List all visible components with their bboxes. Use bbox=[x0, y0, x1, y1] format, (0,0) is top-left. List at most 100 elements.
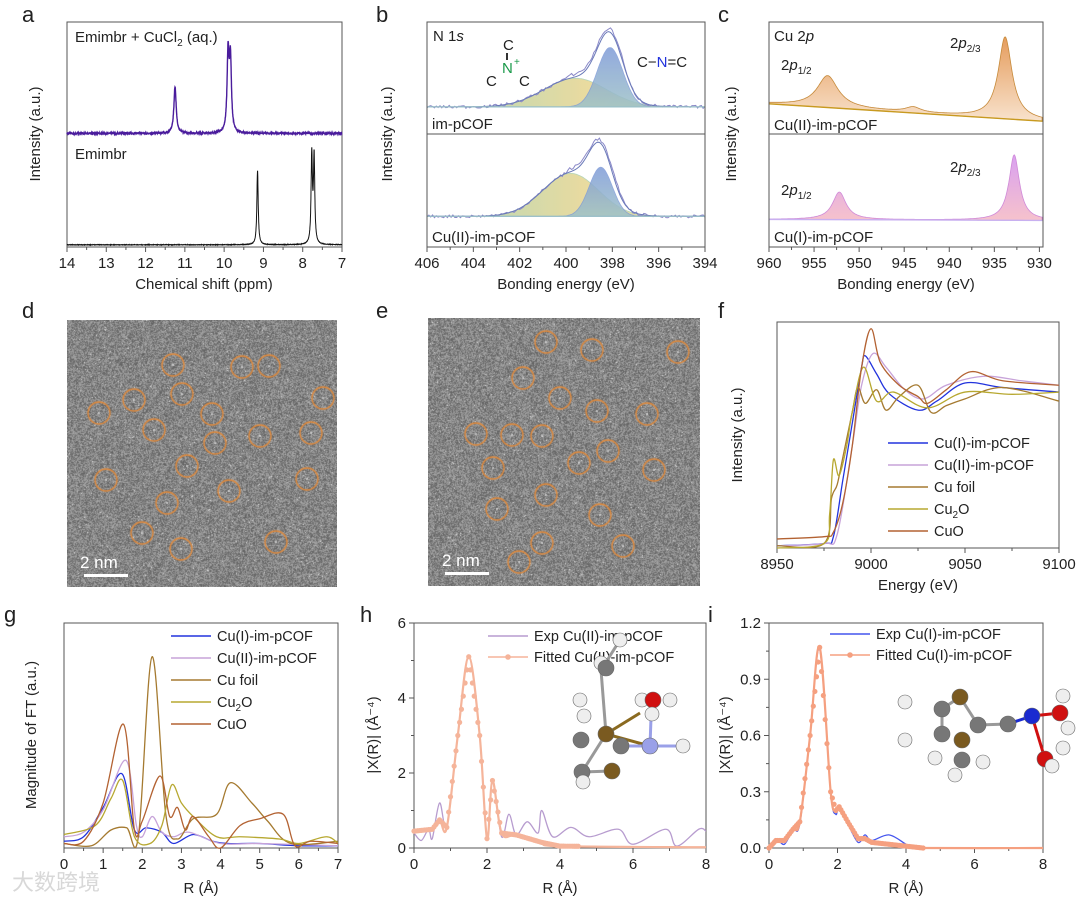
atom-c bbox=[953, 751, 971, 769]
x-tick-label-b: 400 bbox=[553, 255, 578, 272]
fit-marker bbox=[478, 758, 485, 764]
atom-h bbox=[1044, 758, 1060, 774]
series-line-cu-ii-im-pcof bbox=[776, 352, 1060, 547]
series-label-emimbr-cucl2: Emimbr + CuCl2 (aq.) bbox=[75, 29, 218, 49]
legend-label: Cu(II)-im-pCOF bbox=[217, 651, 317, 667]
cu2p-baseline bbox=[768, 103, 1044, 122]
x-axis-label-g: R (Å) bbox=[184, 880, 219, 897]
fit-marker bbox=[453, 748, 459, 754]
atom-h bbox=[1060, 720, 1076, 736]
cu2p-baseline bbox=[768, 218, 1044, 222]
x-tick-label-g: 0 bbox=[60, 856, 68, 873]
fit-marker bbox=[824, 741, 830, 747]
fit-marker bbox=[455, 732, 461, 739]
x-tick-label-b: 404 bbox=[461, 255, 486, 272]
plot-frame-f bbox=[776, 321, 1060, 549]
panel-label-a: a bbox=[22, 2, 35, 27]
panel-label-i: i bbox=[708, 602, 713, 627]
fit-marker bbox=[818, 668, 825, 675]
legend-label: Cu2O bbox=[934, 502, 969, 521]
y-axis-label-h: |X(R)| (Å⁻⁴) bbox=[365, 696, 382, 773]
plot-frame-c bbox=[768, 21, 1044, 248]
fit-marker bbox=[486, 816, 492, 822]
fit-marker bbox=[831, 801, 837, 807]
atom-c bbox=[933, 700, 951, 718]
x-tick-label-g: 6 bbox=[295, 856, 303, 873]
y-tick-label-i: 0.9 bbox=[740, 671, 761, 688]
fit-marker bbox=[812, 688, 818, 695]
svg-text:C: C bbox=[503, 37, 514, 54]
series-line-cu2o bbox=[63, 778, 339, 846]
fit-marker bbox=[804, 761, 810, 767]
y-tick-label-i: 1.2 bbox=[740, 615, 761, 632]
x-axis-label-a: Chemical shift (ppm) bbox=[135, 276, 273, 293]
atom-h bbox=[975, 754, 991, 770]
series-line-fitted-cu-i-im-pcof bbox=[768, 645, 1044, 850]
fit-component-c-n-plus bbox=[426, 77, 706, 108]
panel-label-d: d bbox=[22, 298, 34, 323]
x-tick-label-h: 8 bbox=[702, 856, 710, 873]
fit-marker bbox=[807, 732, 813, 739]
fit-marker bbox=[477, 732, 483, 739]
y-tick-label-i: 0.6 bbox=[740, 728, 761, 745]
subplot-label-im-pcof: im-pCOF bbox=[432, 116, 493, 133]
x-tick-label-b: 394 bbox=[692, 255, 717, 272]
y-axis-label-c: Intensity (a.u.) bbox=[723, 86, 740, 181]
fit-marker bbox=[462, 680, 468, 686]
cu2p-spectrum-cu1 bbox=[768, 154, 1043, 221]
x-tick-label-a: 7 bbox=[338, 255, 346, 272]
atom-h bbox=[576, 708, 592, 724]
x-tick-label-f: 9050 bbox=[948, 556, 981, 573]
x-tick-label-h: 2 bbox=[483, 856, 491, 873]
y-tick-label-h: 6 bbox=[398, 615, 406, 632]
legend-label: Exp Cu(II)-im-pCOF bbox=[534, 629, 663, 645]
x-tick-label-c: 945 bbox=[892, 255, 917, 272]
stem-micrograph-d bbox=[67, 320, 337, 587]
x-tick-label-c: 935 bbox=[982, 255, 1007, 272]
fit-marker bbox=[482, 810, 488, 816]
svg-text:N: N bbox=[502, 60, 513, 77]
nmr-spectrum-emimbr-cucl2 bbox=[66, 40, 343, 137]
series-line-cuo bbox=[63, 723, 339, 849]
atom-h bbox=[612, 632, 628, 648]
legend-label: Cu(I)-im-pCOF bbox=[217, 629, 313, 645]
x-axis-label-b: Bonding energy (eV) bbox=[497, 276, 635, 293]
x-tick-label-c: 955 bbox=[802, 255, 827, 272]
x-tick-label-g: 4 bbox=[216, 856, 224, 873]
atom-n bbox=[603, 762, 621, 780]
fit-marker bbox=[467, 667, 474, 673]
molecule-model-cu1 bbox=[897, 688, 1076, 783]
x-tick-label-a: 10 bbox=[216, 255, 233, 272]
x-axis-label-c: Bonding energy (eV) bbox=[837, 276, 975, 293]
subplot-label-cu1-im-pcof-c: Cu(I)-im-pCOF bbox=[774, 229, 873, 246]
x-tick-label-c: 950 bbox=[847, 255, 872, 272]
fit-marker bbox=[473, 706, 479, 712]
panel-label-b: b bbox=[376, 2, 388, 27]
x-tick-label-f: 8950 bbox=[760, 556, 793, 573]
atom-c bbox=[572, 731, 590, 749]
series-line-cuo bbox=[776, 328, 1060, 540]
fit-marker bbox=[920, 845, 926, 851]
x-axis-label-h: R (Å) bbox=[543, 880, 578, 897]
atom-h bbox=[644, 706, 660, 722]
fit-component-c-n-plus bbox=[426, 173, 706, 217]
fit-marker bbox=[471, 693, 477, 699]
x-tick-label-f: 9100 bbox=[1042, 556, 1075, 573]
legend-label: CuO bbox=[217, 717, 247, 733]
atom-h bbox=[1055, 740, 1071, 756]
peak-label-2p23-bottom: 2p2/3 bbox=[950, 159, 981, 179]
fit-marker bbox=[447, 794, 454, 800]
fit-marker bbox=[469, 680, 475, 686]
atom-nb bbox=[1023, 707, 1041, 725]
atom-c bbox=[933, 725, 951, 743]
x-tick-label-a: 13 bbox=[98, 255, 115, 272]
y-axis-label-a: Intensity (a.u.) bbox=[27, 86, 44, 181]
x-tick-label-a: 9 bbox=[259, 255, 267, 272]
fit-marker bbox=[457, 719, 463, 725]
y-axis-label-i: |X(R)| (Å⁻⁴) bbox=[717, 696, 734, 773]
y-tick-label-h: 4 bbox=[398, 690, 406, 707]
x-tick-label-a: 14 bbox=[59, 255, 76, 272]
legend-label: Cu(I)-im-pCOF bbox=[934, 436, 1030, 452]
fit-marker bbox=[484, 836, 490, 842]
